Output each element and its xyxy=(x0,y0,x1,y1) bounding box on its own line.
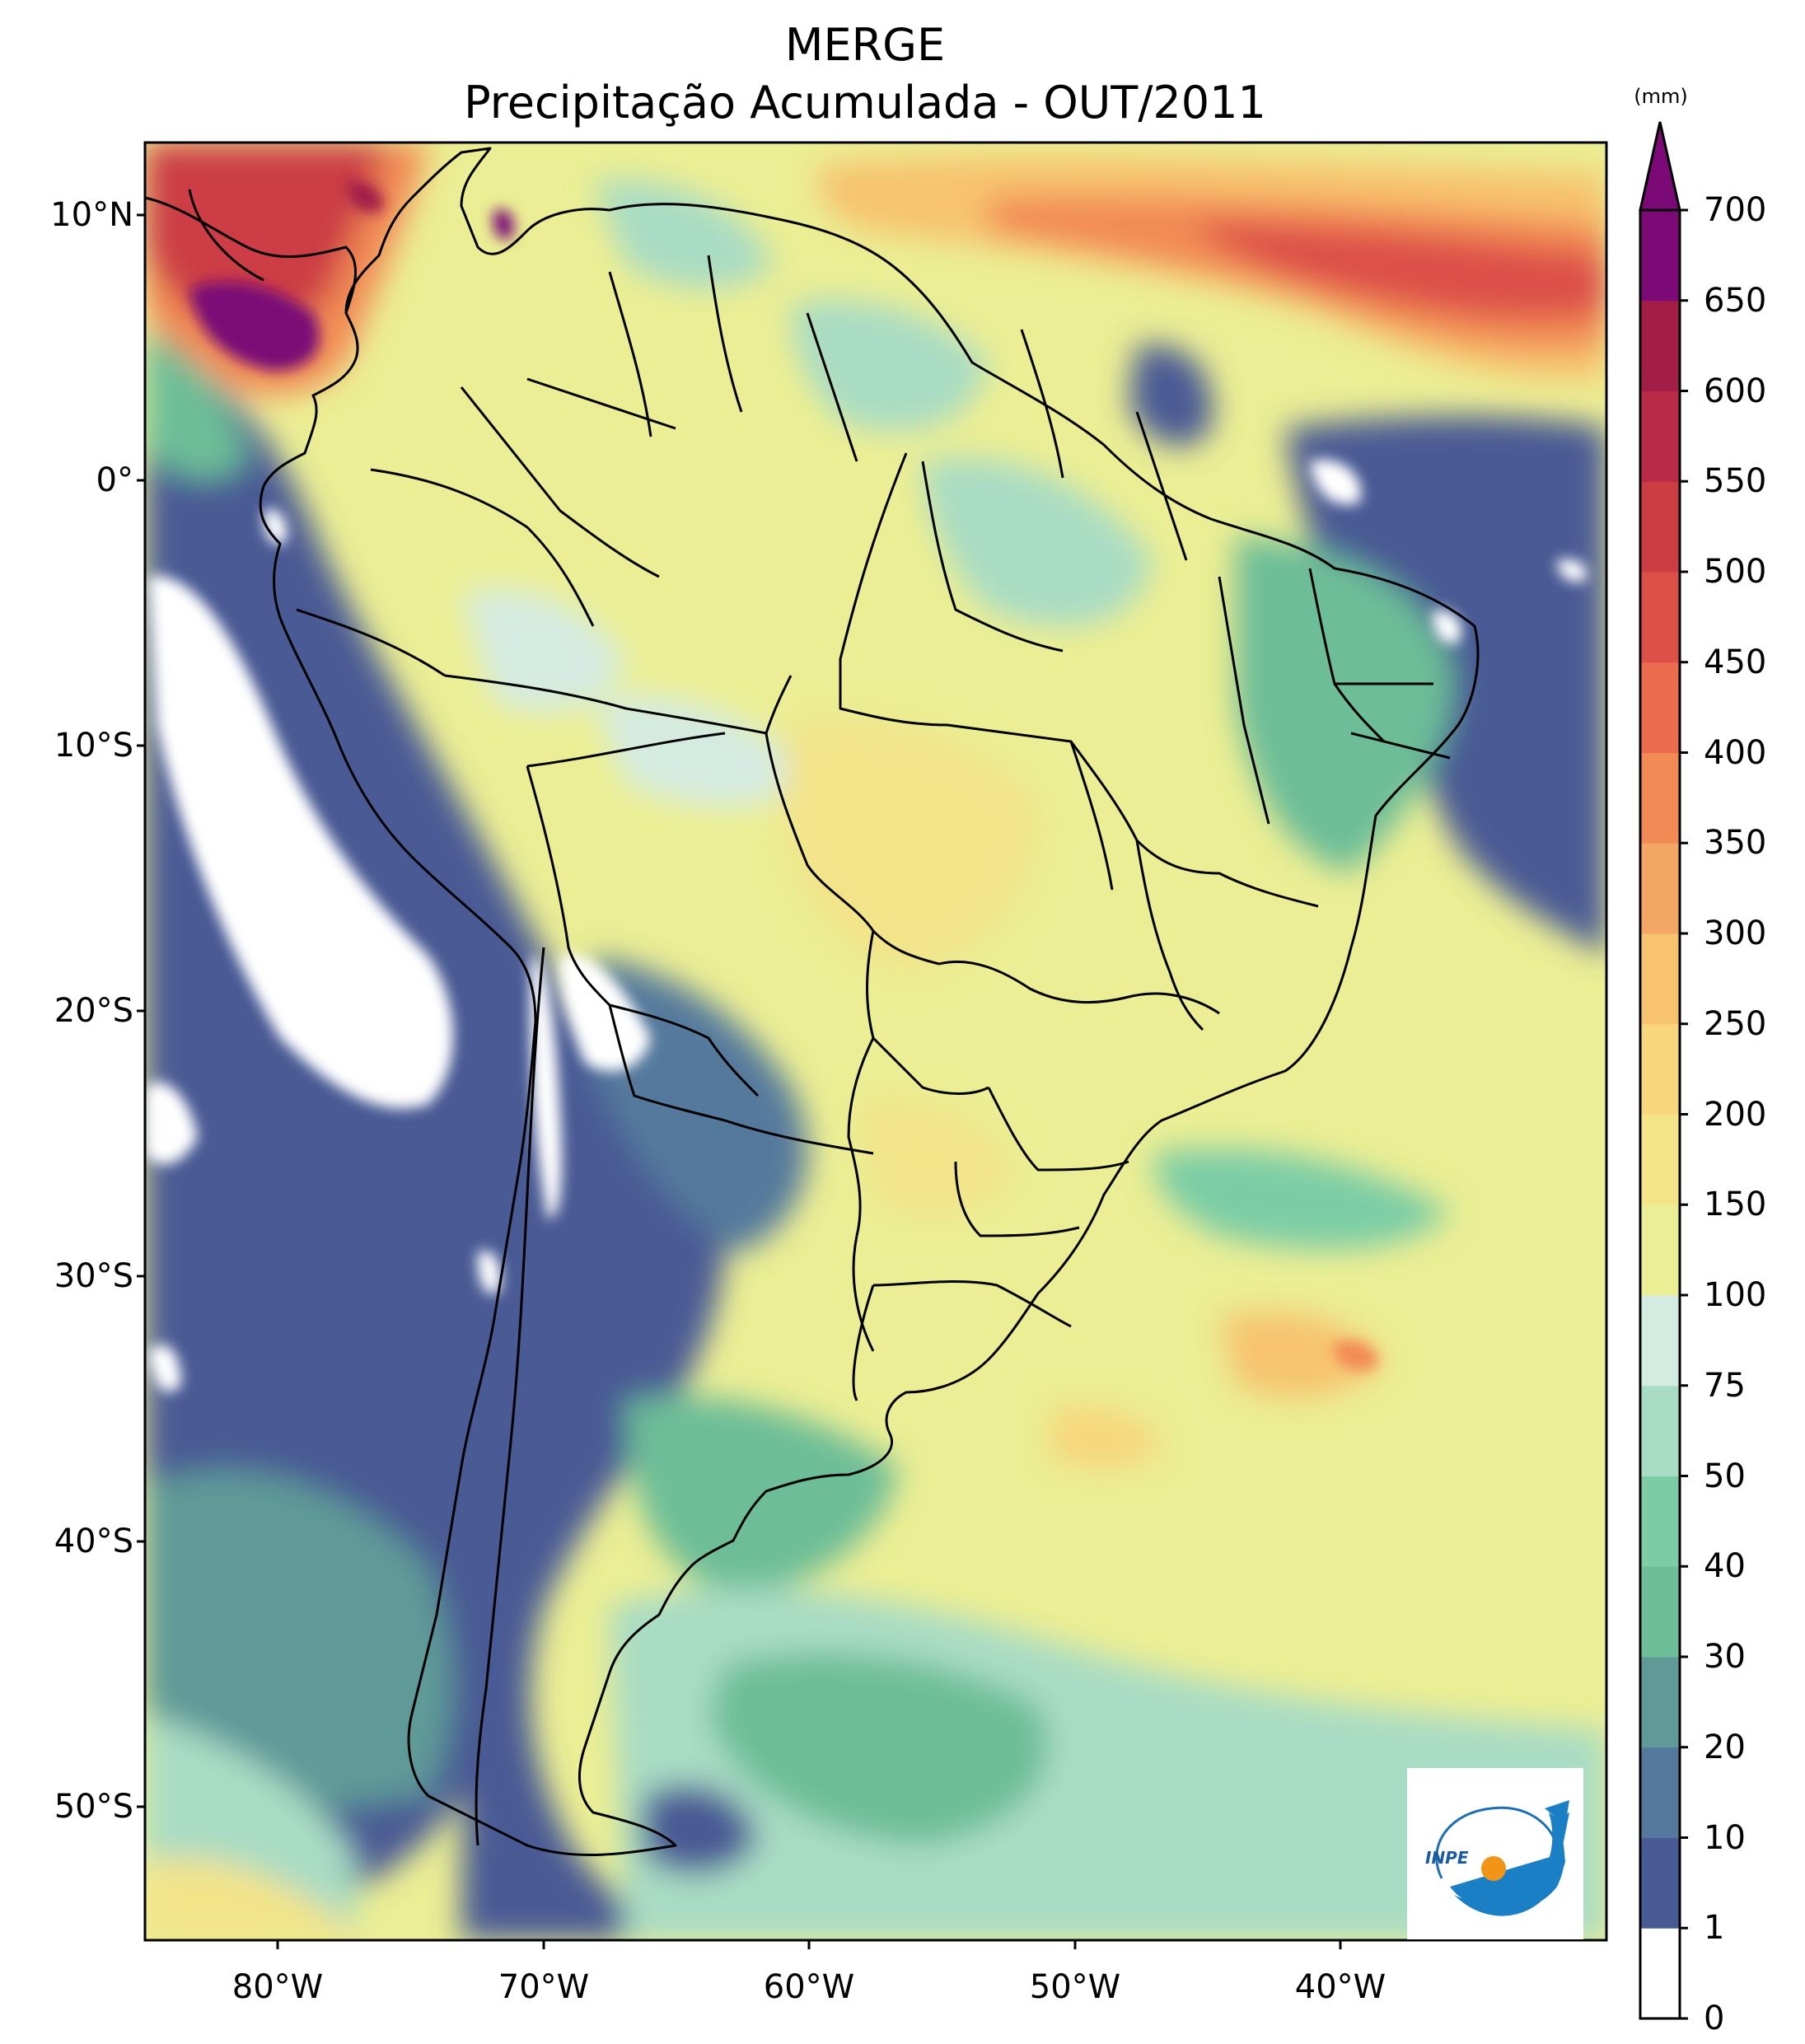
colorbar-segment xyxy=(1640,662,1680,753)
colorbar-segment xyxy=(1640,752,1680,844)
map-frame xyxy=(143,141,1608,1942)
colorbar-segment xyxy=(1640,1657,1680,1748)
colorbar-label: 40 xyxy=(1704,1547,1746,1586)
colorbar-label: 450 xyxy=(1704,643,1767,681)
colorbar-label: 300 xyxy=(1704,914,1767,952)
inpe-logo-text: INPE xyxy=(1425,1848,1469,1868)
lat-label-50s: 50°S xyxy=(54,1788,133,1826)
country-borders xyxy=(145,147,1480,1857)
colorbar xyxy=(1639,208,1681,2020)
colorbar-segment xyxy=(1640,1114,1680,1205)
colorbar-segment xyxy=(1640,1837,1680,1929)
colorbar-label: 10 xyxy=(1704,1818,1746,1857)
colorbar-label: 20 xyxy=(1704,1728,1746,1766)
lat-label-0: 0° xyxy=(96,461,133,499)
lon-label-40w: 40°W xyxy=(1294,1968,1386,2006)
axis-ticks xyxy=(137,213,1342,1949)
colorbar-label: 250 xyxy=(1704,1004,1767,1043)
colorbar-segment xyxy=(1640,1204,1680,1296)
colorbar-segment xyxy=(1640,843,1680,934)
colorbar-label: 650 xyxy=(1704,281,1767,320)
colorbar-segment xyxy=(1640,572,1680,663)
colorbar-label: 1 xyxy=(1704,1909,1725,1948)
colorbar-unit: (mm) xyxy=(1634,85,1688,108)
colorbar-segment xyxy=(1640,933,1680,1025)
colorbar-label: 500 xyxy=(1704,553,1767,591)
colorbar-label: 100 xyxy=(1704,1276,1767,1314)
lat-label-40s: 40°S xyxy=(54,1522,133,1560)
colorbar-segment xyxy=(1640,210,1680,302)
lon-label-60w: 60°W xyxy=(763,1968,855,2006)
colorbar-segment xyxy=(1640,1928,1680,2019)
lat-label-20s: 20°S xyxy=(54,992,133,1030)
colorbar-segment xyxy=(1640,1566,1680,1658)
colorbar-label: 75 xyxy=(1704,1366,1746,1405)
colorbar-label: 350 xyxy=(1704,824,1767,863)
lon-label-70w: 70°W xyxy=(498,1968,590,2006)
inpe-logo xyxy=(1435,1800,1569,1916)
lat-label-10s: 10°S xyxy=(54,727,133,765)
colorbar-label: 550 xyxy=(1704,462,1767,501)
colorbar-label: 700 xyxy=(1704,191,1767,229)
colorbar-segment xyxy=(1640,1747,1680,1838)
colorbar-segment xyxy=(1640,1476,1680,1567)
colorbar-segment xyxy=(1640,1295,1680,1387)
lon-label-80w: 80°W xyxy=(231,1968,324,2006)
precipitation-field xyxy=(145,143,1606,1940)
lat-label-30s: 30°S xyxy=(54,1257,133,1295)
colorbar-label: 200 xyxy=(1704,1095,1767,1134)
map-subtitle: Precipitação Acumulada - OUT/2011 xyxy=(464,77,1266,129)
colorbar-ticks xyxy=(1680,208,1688,2020)
lon-label-50w: 50°W xyxy=(1029,1968,1121,2006)
colorbar-label: 150 xyxy=(1704,1186,1767,1224)
map-title: MERGE xyxy=(784,19,946,71)
colorbar-label: 50 xyxy=(1704,1457,1746,1495)
colorbar-segment xyxy=(1640,481,1680,573)
colorbar-segment xyxy=(1640,300,1680,391)
colorbar-segment xyxy=(1640,1385,1680,1476)
colorbar-segment xyxy=(1640,1023,1680,1115)
colorbar-extend-arrow xyxy=(1639,121,1681,212)
colorbar-label: 30 xyxy=(1704,1638,1746,1676)
colorbar-label: 600 xyxy=(1704,372,1767,410)
colorbar-label: 400 xyxy=(1704,733,1767,772)
lat-label-10n: 10°N xyxy=(50,196,133,234)
colorbar-segment xyxy=(1640,391,1680,482)
colorbar-label: 0 xyxy=(1704,2000,1725,2037)
